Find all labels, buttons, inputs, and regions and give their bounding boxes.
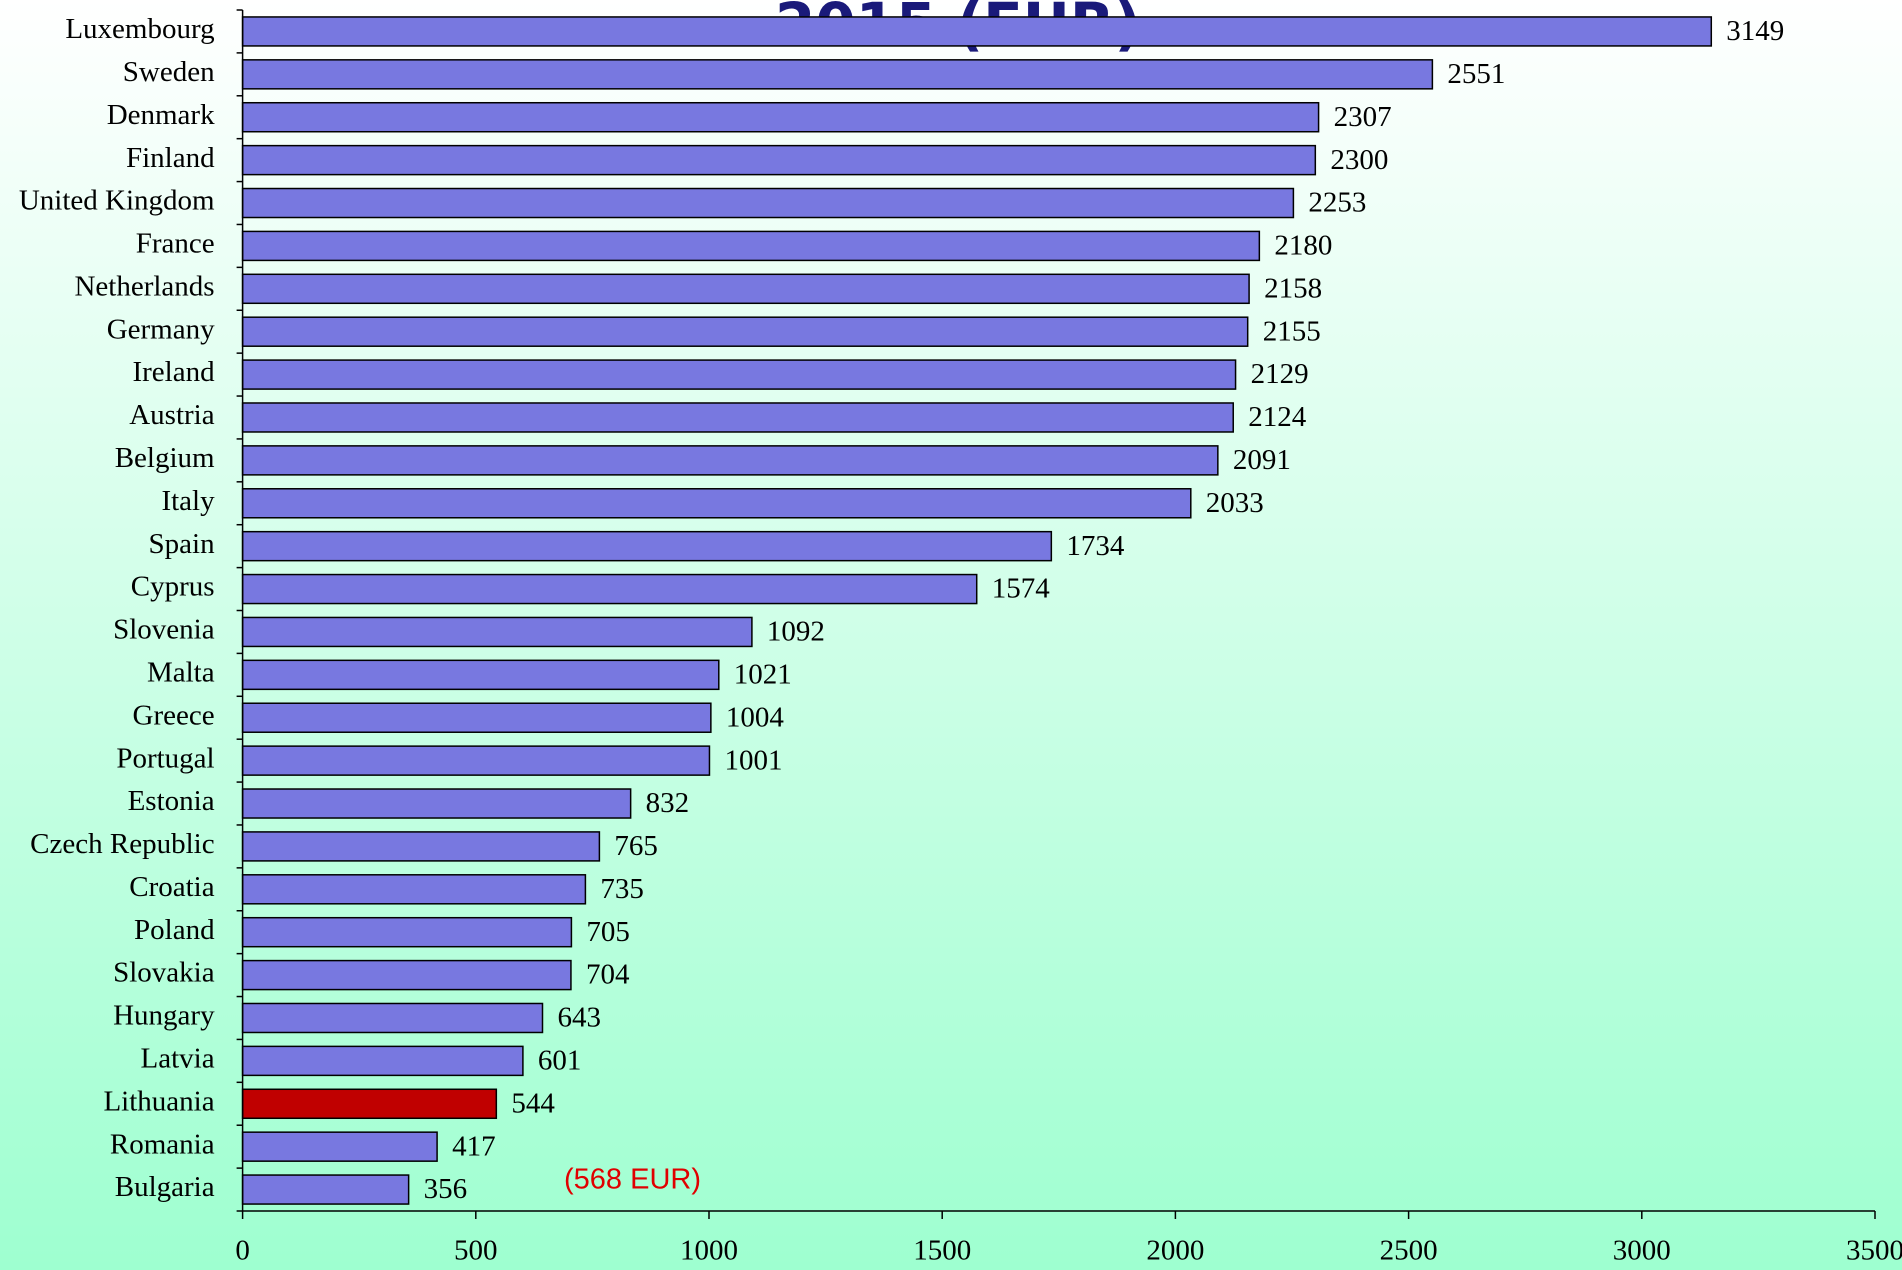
y-tick-label: Latvia [141, 1043, 215, 1075]
bar [241, 359, 1237, 390]
y-tick-label: Lithuania [103, 1085, 214, 1117]
value-label: 1574 [992, 573, 1051, 605]
value-label: 2551 [1447, 58, 1505, 90]
bar [241, 788, 632, 819]
bar [241, 530, 1053, 562]
y-tick-label: United Kingdom [19, 185, 215, 217]
bar [241, 16, 1713, 47]
value-label: 2158 [1264, 272, 1322, 304]
bar [241, 101, 1320, 133]
bar [241, 1174, 410, 1205]
value-label: 356 [424, 1173, 468, 1205]
x-tick-label: 1500 [913, 1235, 971, 1267]
value-label: 735 [600, 873, 644, 905]
value-label: 544 [511, 1087, 555, 1119]
bar [241, 488, 1192, 519]
bar [241, 959, 572, 991]
bar [241, 445, 1219, 476]
value-label: 2033 [1206, 487, 1264, 519]
value-label: 643 [557, 1002, 601, 1034]
value-label: 417 [452, 1130, 496, 1162]
value-label: 705 [586, 916, 630, 948]
y-tick-label: Ireland [132, 356, 215, 388]
y-tick-label: Germany [107, 313, 215, 345]
y-tick-label: Romania [110, 1128, 215, 1160]
y-tick-label: Netherlands [74, 270, 214, 302]
bar [241, 745, 711, 776]
y-tick-label: Denmark [107, 99, 215, 131]
bar [241, 831, 601, 862]
bar [241, 659, 720, 691]
bar [241, 874, 587, 905]
y-tick-label: France [136, 228, 215, 260]
bar [241, 144, 1317, 176]
value-label: 2300 [1330, 144, 1388, 176]
value-label: 704 [586, 959, 630, 991]
x-tick-label: 1000 [680, 1235, 738, 1267]
bar [241, 1045, 524, 1077]
y-tick-label: Czech Republic [30, 828, 214, 860]
bar [241, 916, 573, 948]
value-label: 1092 [767, 616, 825, 648]
value-label: 1001 [724, 744, 782, 776]
bar [241, 573, 978, 605]
value-label: 1734 [1066, 530, 1125, 562]
y-tick-label: Portugal [116, 742, 214, 774]
value-label: 1004 [726, 701, 785, 733]
bar [241, 273, 1250, 305]
y-tick-label: Austria [129, 399, 215, 431]
y-tick-label: Greece [133, 699, 215, 731]
value-label: 601 [538, 1045, 582, 1077]
annotation: (568 EUR) [564, 1164, 701, 1196]
value-label: 2091 [1233, 444, 1291, 476]
value-label: 2124 [1248, 401, 1307, 433]
value-label: 765 [614, 830, 658, 862]
y-tick-label: Luxembourg [65, 13, 214, 45]
bar [241, 616, 753, 648]
y-tick-label: Croatia [129, 871, 214, 903]
bar [241, 1002, 544, 1034]
value-label: 832 [646, 787, 690, 819]
bar [241, 702, 712, 733]
value-label: 3149 [1726, 15, 1784, 47]
x-tick-label: 2000 [1146, 1235, 1204, 1267]
bar [241, 1088, 498, 1120]
bar [241, 59, 1434, 90]
value-label: 2129 [1251, 358, 1309, 390]
bar [241, 316, 1249, 347]
y-tick-label: Malta [147, 656, 215, 688]
y-tick-label: Cyprus [131, 571, 215, 603]
y-tick-label: Slovenia [113, 614, 215, 646]
y-tick-label: Belgium [115, 442, 215, 474]
x-tick-label: 3000 [1613, 1235, 1671, 1267]
bar [241, 187, 1295, 219]
value-label: 2180 [1274, 230, 1332, 262]
y-tick-label: Bulgaria [115, 1171, 215, 1203]
x-tick-label: 2500 [1380, 1235, 1438, 1267]
y-tick-label: Spain [149, 528, 216, 560]
x-tick-label: 3500 [1846, 1235, 1902, 1267]
y-tick-label: Sweden [123, 56, 215, 88]
bar [241, 402, 1234, 433]
y-tick-label: Finland [126, 142, 215, 174]
y-tick-label: Hungary [113, 1000, 215, 1032]
y-tick-label: Italy [161, 485, 215, 517]
bar [241, 230, 1261, 262]
x-tick-label: 0 [235, 1235, 250, 1267]
value-label: 2253 [1308, 187, 1366, 219]
value-label: 2307 [1334, 101, 1392, 133]
x-tick-label: 500 [454, 1235, 498, 1267]
y-tick-label: Slovakia [113, 957, 215, 989]
y-tick-label: Poland [134, 914, 215, 946]
bar [241, 1131, 438, 1162]
value-label: 2155 [1263, 315, 1321, 347]
y-tick-label: Estonia [128, 785, 215, 817]
value-label: 1021 [734, 658, 792, 690]
